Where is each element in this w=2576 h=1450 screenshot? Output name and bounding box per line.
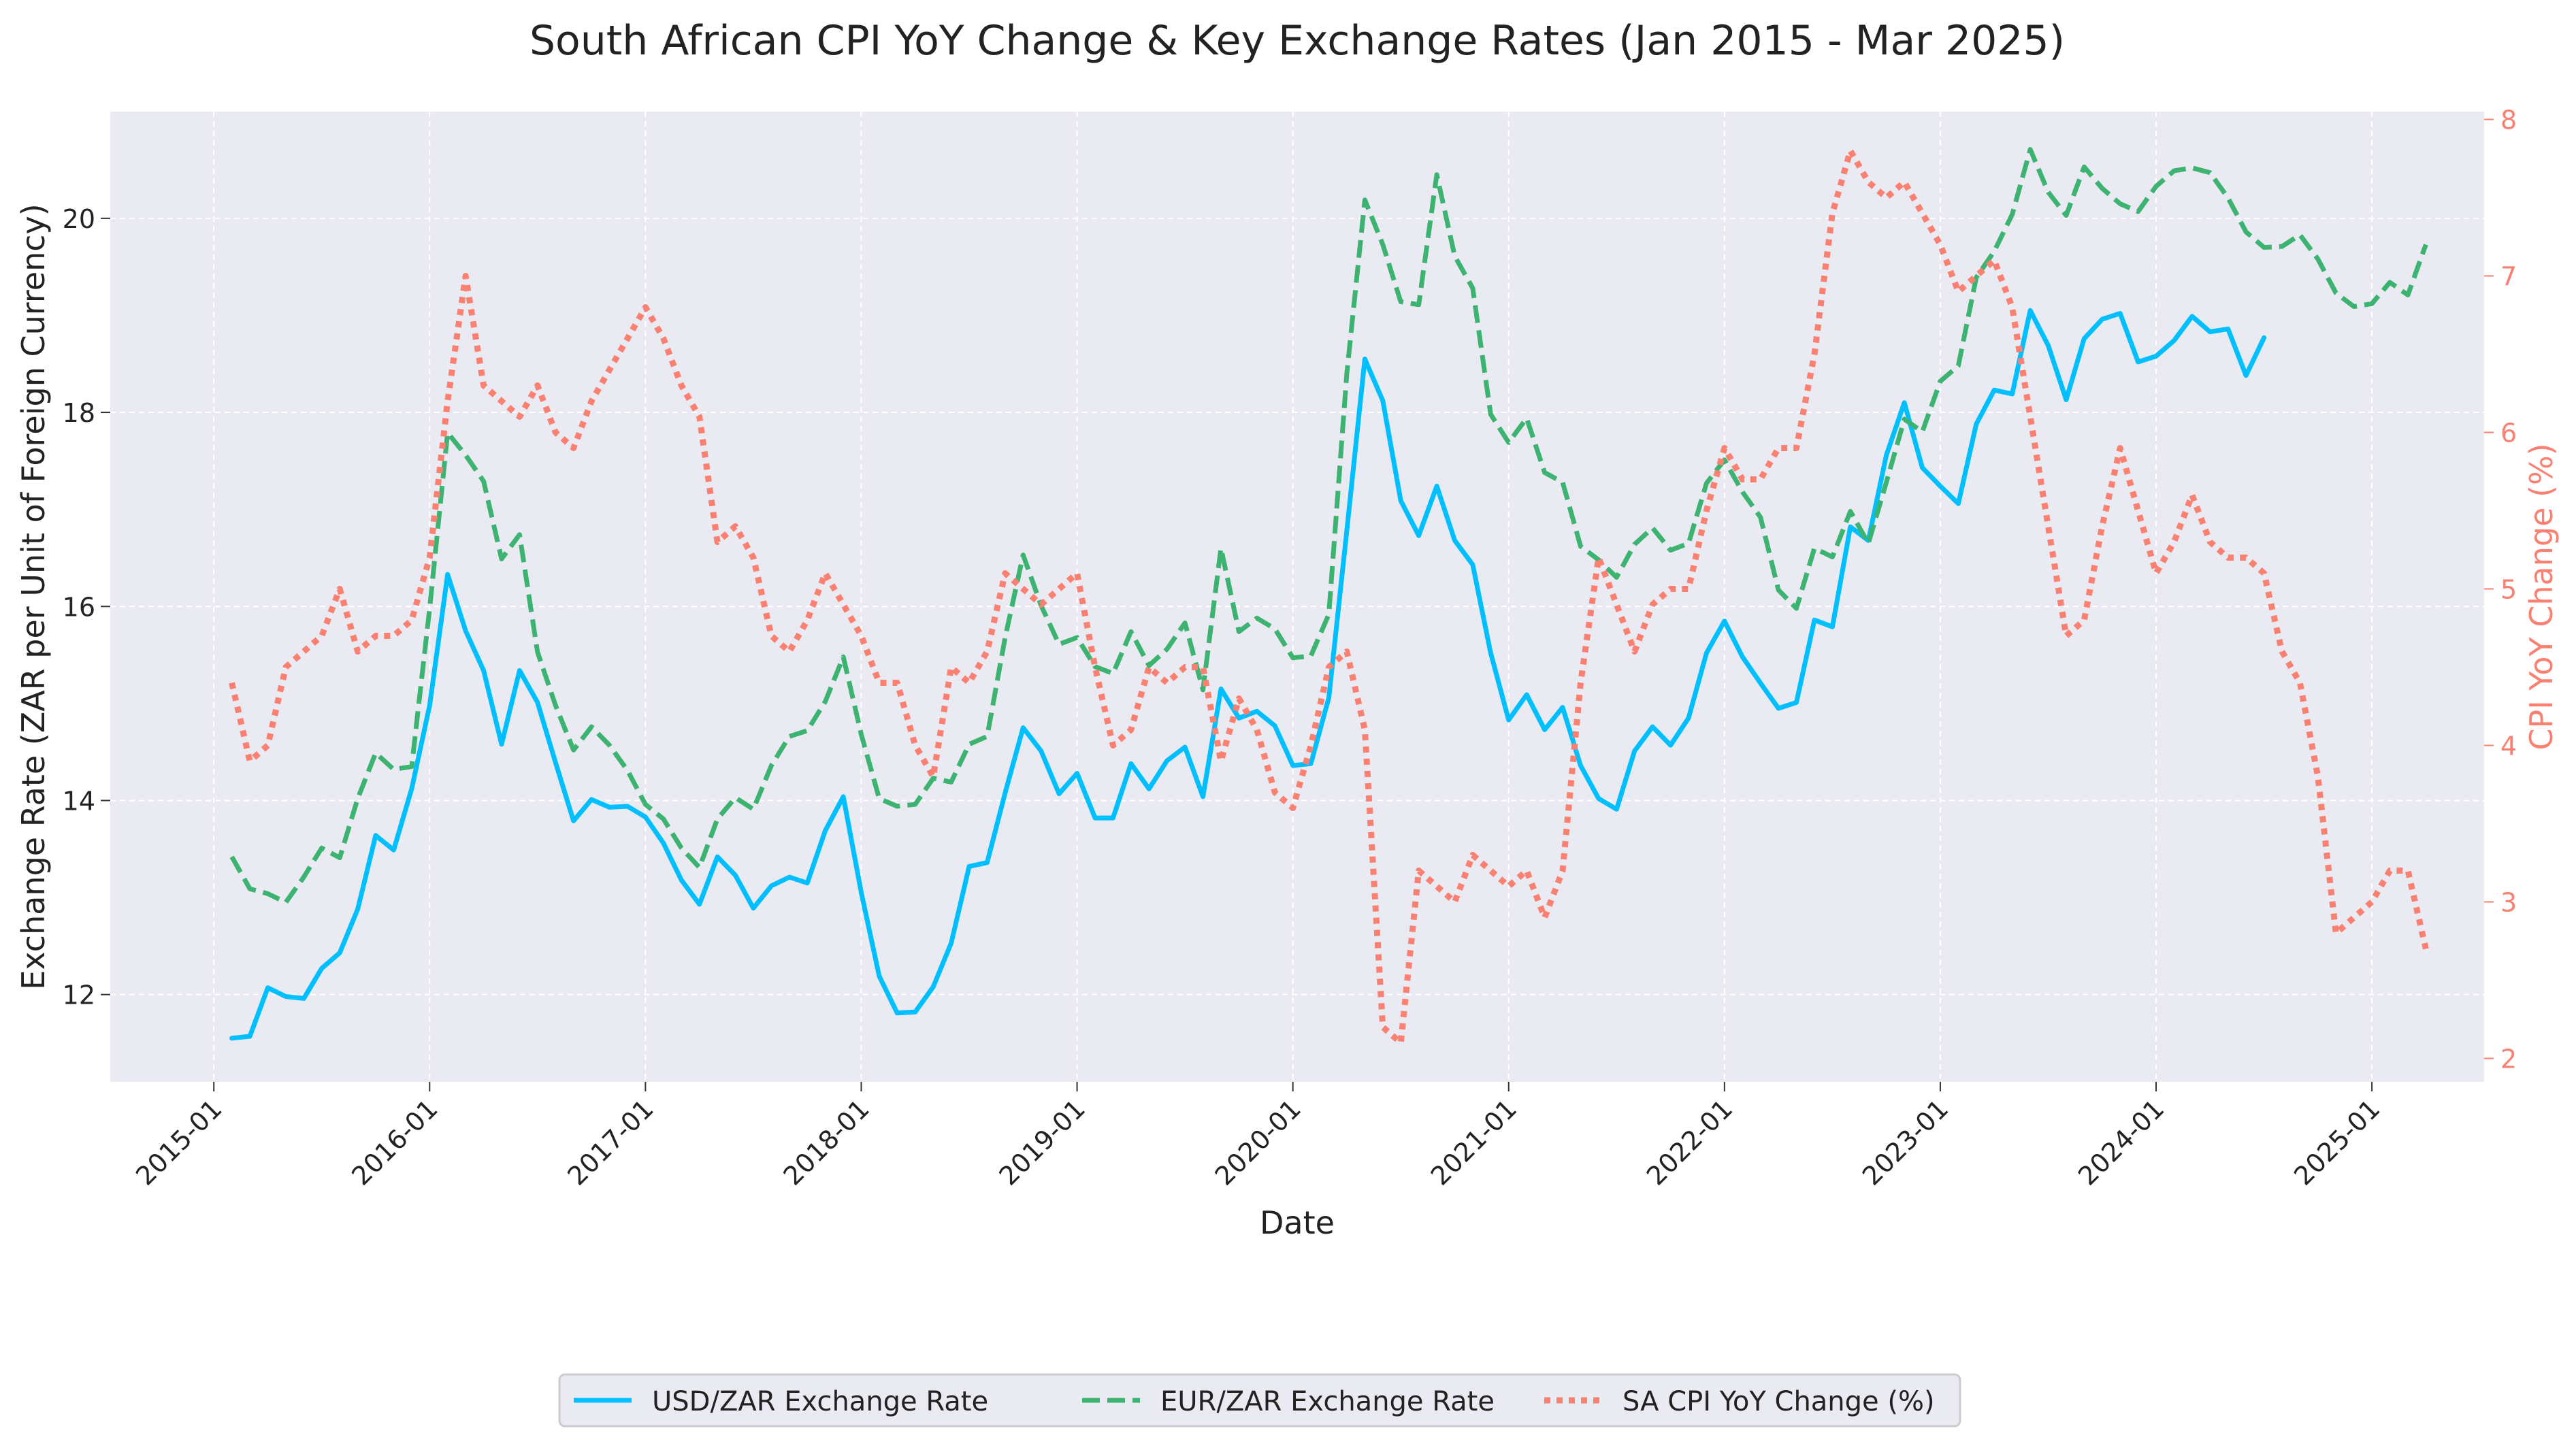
x-axis-label: Date xyxy=(1260,1204,1335,1241)
y-axis-label-left: Exchange Rate (ZAR per Unit of Foreign C… xyxy=(15,203,52,989)
y-tick-label-left: 12 xyxy=(63,981,95,1010)
y-axis-label-right: CPI YoY Change (%) xyxy=(2523,443,2560,750)
y-tick-label-right: 5 xyxy=(2500,575,2517,605)
legend-box xyxy=(558,1373,1961,1428)
legend-label-cpi: SA CPI YoY Change (%) xyxy=(1623,1386,1935,1417)
y-tick-label-right: 7 xyxy=(2500,262,2517,292)
series-lines xyxy=(229,147,2429,1046)
y-tick-label-left: 18 xyxy=(63,398,95,428)
y-tick-label-left: 20 xyxy=(63,204,95,234)
y-tick-label-right: 8 xyxy=(2500,105,2517,135)
legend-label-usd: USD/ZAR Exchange Rate xyxy=(652,1386,988,1417)
y-tick-label-left: 16 xyxy=(63,592,95,622)
plot-area xyxy=(110,112,2484,1082)
legend-label-eur: EUR/ZAR Exchange Rate xyxy=(1160,1386,1495,1417)
legend: USD/ZAR Exchange Rate EUR/ZAR Exchange R… xyxy=(558,1373,1961,1428)
y-tick-label-right: 4 xyxy=(2500,731,2517,761)
series-line-usd-zar xyxy=(229,308,2267,1041)
y-tick-label-right: 2 xyxy=(2500,1044,2517,1074)
y-tick-label-right: 6 xyxy=(2500,418,2517,448)
chart-title: South African CPI YoY Change & Key Excha… xyxy=(529,17,2065,65)
grid-lines xyxy=(110,112,2484,1082)
y-tick-label-left: 14 xyxy=(63,786,95,816)
series-line-sa-cpi xyxy=(229,148,2429,1046)
y-tick-label-right: 3 xyxy=(2500,888,2517,918)
